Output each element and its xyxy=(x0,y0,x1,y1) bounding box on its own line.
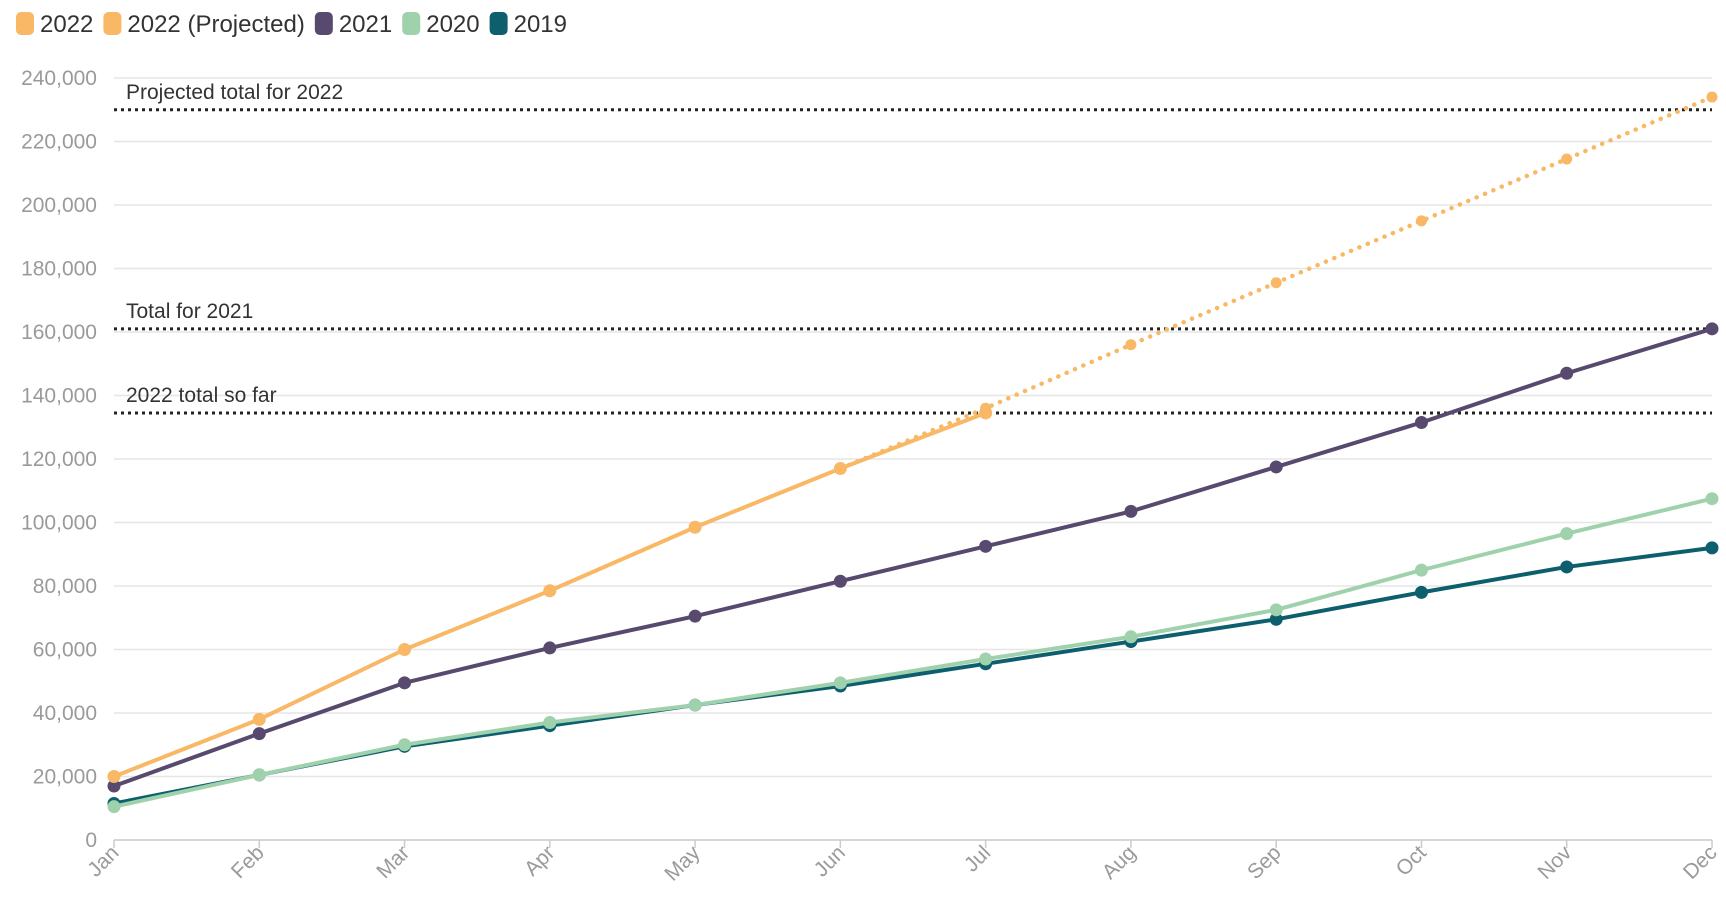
data-point-2019-sep xyxy=(1269,612,1283,626)
data-point-2020-may xyxy=(688,698,702,712)
legend-swatch-2020 xyxy=(402,12,421,35)
data-point-2020-jan xyxy=(107,800,121,814)
x-tick-label-feb: Feb xyxy=(227,841,269,883)
data-point-2021-aug xyxy=(1124,504,1138,518)
data-point-2020-feb xyxy=(252,768,266,782)
y-tick-label-2: 40,000 xyxy=(33,702,97,725)
x-tick-label-dec: Dec xyxy=(1679,841,1722,884)
data-point-2020-sep xyxy=(1269,603,1283,617)
y-tick-label-5: 100,000 xyxy=(21,512,97,535)
legend-swatch-2022-projected xyxy=(103,12,122,35)
data-point-2022-projected-aug xyxy=(1125,339,1137,351)
y-tick-label-0: 0 xyxy=(85,829,97,852)
x-tick-label-oct: Oct xyxy=(1392,841,1431,880)
data-point-2021-sep xyxy=(1269,460,1283,474)
data-point-2021-mar xyxy=(398,676,412,690)
series-line-2020 xyxy=(112,496,1714,809)
data-point-2020-oct xyxy=(1414,563,1428,577)
legend-swatch-2022 xyxy=(16,12,34,35)
y-tick-label-3: 60,000 xyxy=(33,639,97,662)
x-tick-label-jul: Jul xyxy=(960,841,995,876)
data-point-2021-jul xyxy=(979,539,993,553)
y-tick-label-1: 20,000 xyxy=(33,766,97,789)
y-tick-label-8: 160,000 xyxy=(21,321,97,344)
legend-label-2020: 2020 xyxy=(426,11,479,38)
data-point-2021-nov xyxy=(1560,366,1574,380)
legend-label-2022: 2022 xyxy=(40,11,93,38)
reference-label-2022-total-so-far: 2022 total so far xyxy=(126,384,277,407)
data-point-2022-jun xyxy=(833,462,847,476)
data-point-2021-apr xyxy=(543,641,557,655)
grid-lines xyxy=(114,77,1712,841)
data-point-2021-oct xyxy=(1414,415,1428,429)
legend-label-2021: 2021 xyxy=(339,11,392,38)
data-point-2021-dec xyxy=(1705,322,1719,336)
series-group xyxy=(107,91,1719,814)
x-tick-label-may: May xyxy=(660,841,705,886)
reference-lines: Projected total for 2022 Total for 2021 20… xyxy=(114,81,1712,415)
reference-label-total-for-2021: Total for 2021 xyxy=(126,300,253,323)
legend-swatch-2019 xyxy=(489,12,508,35)
data-point-2020-jun xyxy=(833,676,847,690)
x-tick-label-jun: Jun xyxy=(810,841,850,881)
data-point-2021-may xyxy=(688,609,702,623)
data-point-2022-apr xyxy=(543,584,557,598)
x-tick-label-aug: Aug xyxy=(1098,841,1141,884)
data-point-2022-may xyxy=(688,520,702,534)
data-point-2019-dec xyxy=(1705,541,1719,555)
reference-label-projected-total-for-2022: Projected total for 2022 xyxy=(126,81,343,104)
data-point-2020-nov xyxy=(1560,527,1574,541)
y-tick-label-9: 180,000 xyxy=(21,258,97,281)
data-point-2020-jul xyxy=(979,652,993,666)
legend: 2022 2022 (Projected) 2021 2020 2019 xyxy=(16,11,567,38)
data-point-2022-projected-oct xyxy=(1415,215,1427,227)
data-point-2019-nov xyxy=(1560,560,1574,574)
data-point-2022-projected-nov xyxy=(1561,153,1573,165)
data-point-2022-jan xyxy=(107,770,121,783)
x-tick-label-nov: Nov xyxy=(1534,841,1577,884)
data-point-2022-projected-dec xyxy=(1706,91,1718,103)
legend-swatch-2021 xyxy=(314,12,333,35)
data-point-2020-aug xyxy=(1124,630,1138,644)
data-point-2019-oct xyxy=(1414,585,1428,599)
data-point-2022-jul xyxy=(979,406,993,420)
series-line-2021 xyxy=(112,326,1714,789)
axes: 0 20,000 40,000 60,000 80,000 100,000 120,000 1… xyxy=(21,67,1721,886)
data-point-2020-apr xyxy=(543,716,557,730)
y-tick-label-7: 140,000 xyxy=(21,385,97,408)
data-point-2021-jan xyxy=(107,779,121,793)
y-tick-label-4: 80,000 xyxy=(33,575,97,598)
data-point-2021-feb xyxy=(252,727,266,741)
y-tick-label-11: 220,000 xyxy=(21,131,97,154)
data-point-2022-projected-sep xyxy=(1270,277,1282,289)
legend-label-2022-projected: 2022 (Projected) xyxy=(127,11,304,38)
data-point-2021-jun xyxy=(833,574,847,588)
x-tick-label-sep: Sep xyxy=(1243,841,1286,884)
data-point-2022-feb xyxy=(252,712,266,726)
y-tick-label-12: 240,000 xyxy=(21,67,97,90)
legend-label-2019: 2019 xyxy=(514,11,567,38)
data-point-2020-mar xyxy=(398,738,412,752)
data-point-2022-mar xyxy=(398,643,412,656)
x-tick-label-apr: Apr xyxy=(520,841,559,880)
x-tick-label-mar: Mar xyxy=(372,841,414,883)
y-tick-label-6: 120,000 xyxy=(21,448,97,471)
y-tick-label-10: 200,000 xyxy=(21,194,97,217)
data-point-2020-dec xyxy=(1705,492,1719,506)
